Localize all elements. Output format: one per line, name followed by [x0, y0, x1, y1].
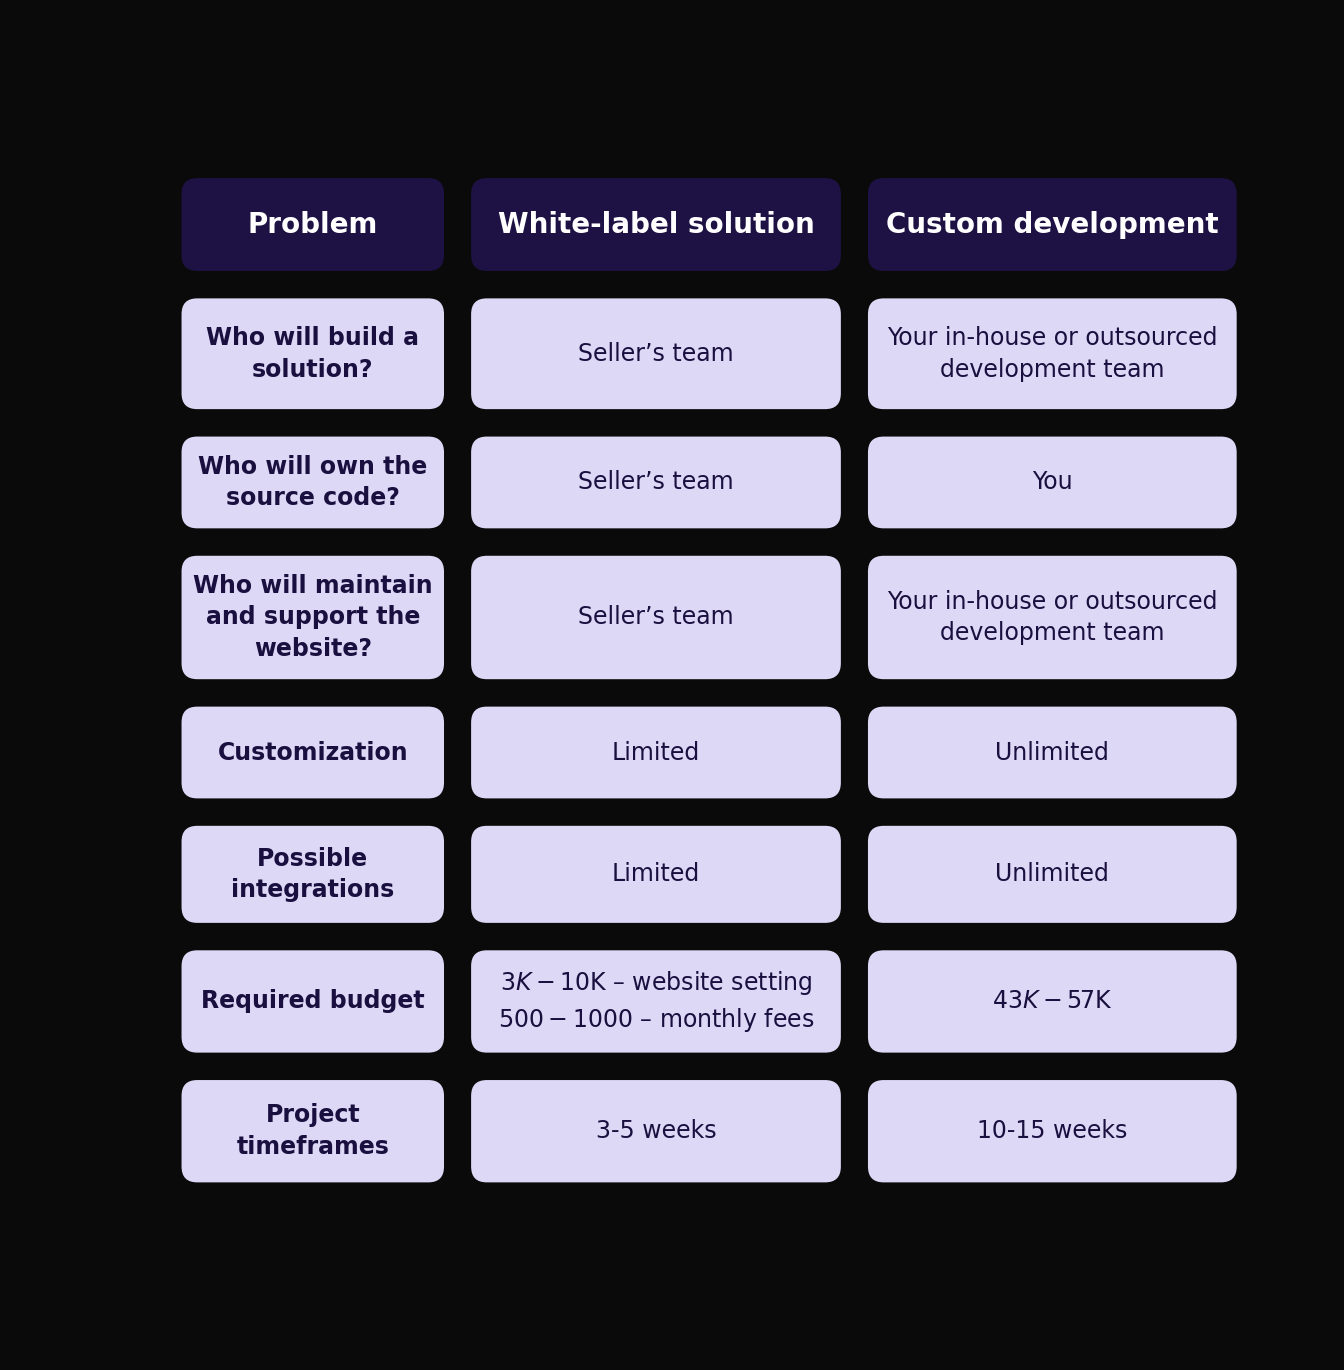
Text: Unlimited: Unlimited [996, 741, 1109, 764]
FancyBboxPatch shape [472, 1080, 841, 1182]
Text: $43K-$57K: $43K-$57K [992, 989, 1113, 1014]
Text: Unlimited: Unlimited [996, 862, 1109, 886]
Text: 3-5 weeks: 3-5 weeks [595, 1119, 716, 1143]
Text: Customization: Customization [218, 741, 409, 764]
Text: Your in-house or outsourced
development team: Your in-house or outsourced development … [887, 589, 1218, 645]
FancyBboxPatch shape [472, 299, 841, 410]
FancyBboxPatch shape [868, 1080, 1236, 1182]
FancyBboxPatch shape [868, 556, 1236, 680]
FancyBboxPatch shape [868, 826, 1236, 923]
FancyBboxPatch shape [472, 707, 841, 799]
FancyBboxPatch shape [472, 826, 841, 923]
Text: Who will build a
solution?: Who will build a solution? [206, 326, 419, 382]
Text: $3K-$10K – website setting
$500-$1000 – monthly fees: $3K-$10K – website setting $500-$1000 – … [497, 969, 814, 1033]
Text: You: You [1032, 470, 1073, 495]
Text: 10-15 weeks: 10-15 weeks [977, 1119, 1128, 1143]
FancyBboxPatch shape [868, 707, 1236, 799]
Text: White-label solution: White-label solution [497, 211, 814, 238]
FancyBboxPatch shape [181, 178, 444, 271]
FancyBboxPatch shape [181, 437, 444, 529]
FancyBboxPatch shape [181, 1080, 444, 1182]
Text: Limited: Limited [612, 862, 700, 886]
Text: Custom development: Custom development [886, 211, 1219, 238]
Text: Problem: Problem [247, 211, 378, 238]
FancyBboxPatch shape [868, 437, 1236, 529]
FancyBboxPatch shape [868, 178, 1236, 271]
Text: Possible
integrations: Possible integrations [231, 847, 394, 903]
FancyBboxPatch shape [181, 556, 444, 680]
FancyBboxPatch shape [472, 178, 841, 271]
FancyBboxPatch shape [472, 556, 841, 680]
Text: Seller’s team: Seller’s team [578, 341, 734, 366]
FancyBboxPatch shape [181, 299, 444, 410]
Text: Required budget: Required budget [202, 989, 425, 1014]
FancyBboxPatch shape [472, 437, 841, 529]
FancyBboxPatch shape [472, 951, 841, 1052]
FancyBboxPatch shape [868, 299, 1236, 410]
Text: Seller’s team: Seller’s team [578, 470, 734, 495]
FancyBboxPatch shape [181, 826, 444, 923]
FancyBboxPatch shape [868, 951, 1236, 1052]
Text: Who will own the
source code?: Who will own the source code? [198, 455, 427, 510]
Text: Project
timeframes: Project timeframes [237, 1103, 390, 1159]
Text: Who will maintain
and support the
website?: Who will maintain and support the websit… [194, 574, 433, 662]
FancyBboxPatch shape [181, 707, 444, 799]
Text: Limited: Limited [612, 741, 700, 764]
Text: Seller’s team: Seller’s team [578, 606, 734, 629]
FancyBboxPatch shape [181, 951, 444, 1052]
Text: Your in-house or outsourced
development team: Your in-house or outsourced development … [887, 326, 1218, 382]
